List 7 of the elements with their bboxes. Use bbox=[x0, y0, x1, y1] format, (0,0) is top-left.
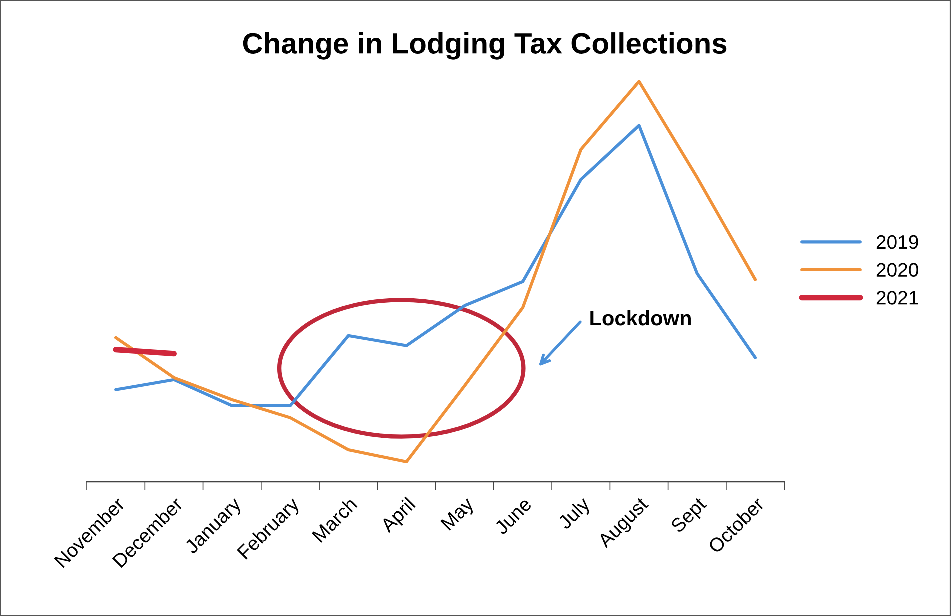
legend-label: 2021 bbox=[876, 291, 918, 305]
x-tick-label: July bbox=[556, 496, 594, 533]
x-tick-label: May bbox=[440, 496, 478, 534]
chart-title: Change in Lodging Tax Collections bbox=[243, 32, 727, 60]
legend-label: 2019 bbox=[876, 235, 918, 250]
annotation: Lockdown bbox=[590, 310, 691, 326]
legend-label: 2020 bbox=[876, 263, 918, 278]
